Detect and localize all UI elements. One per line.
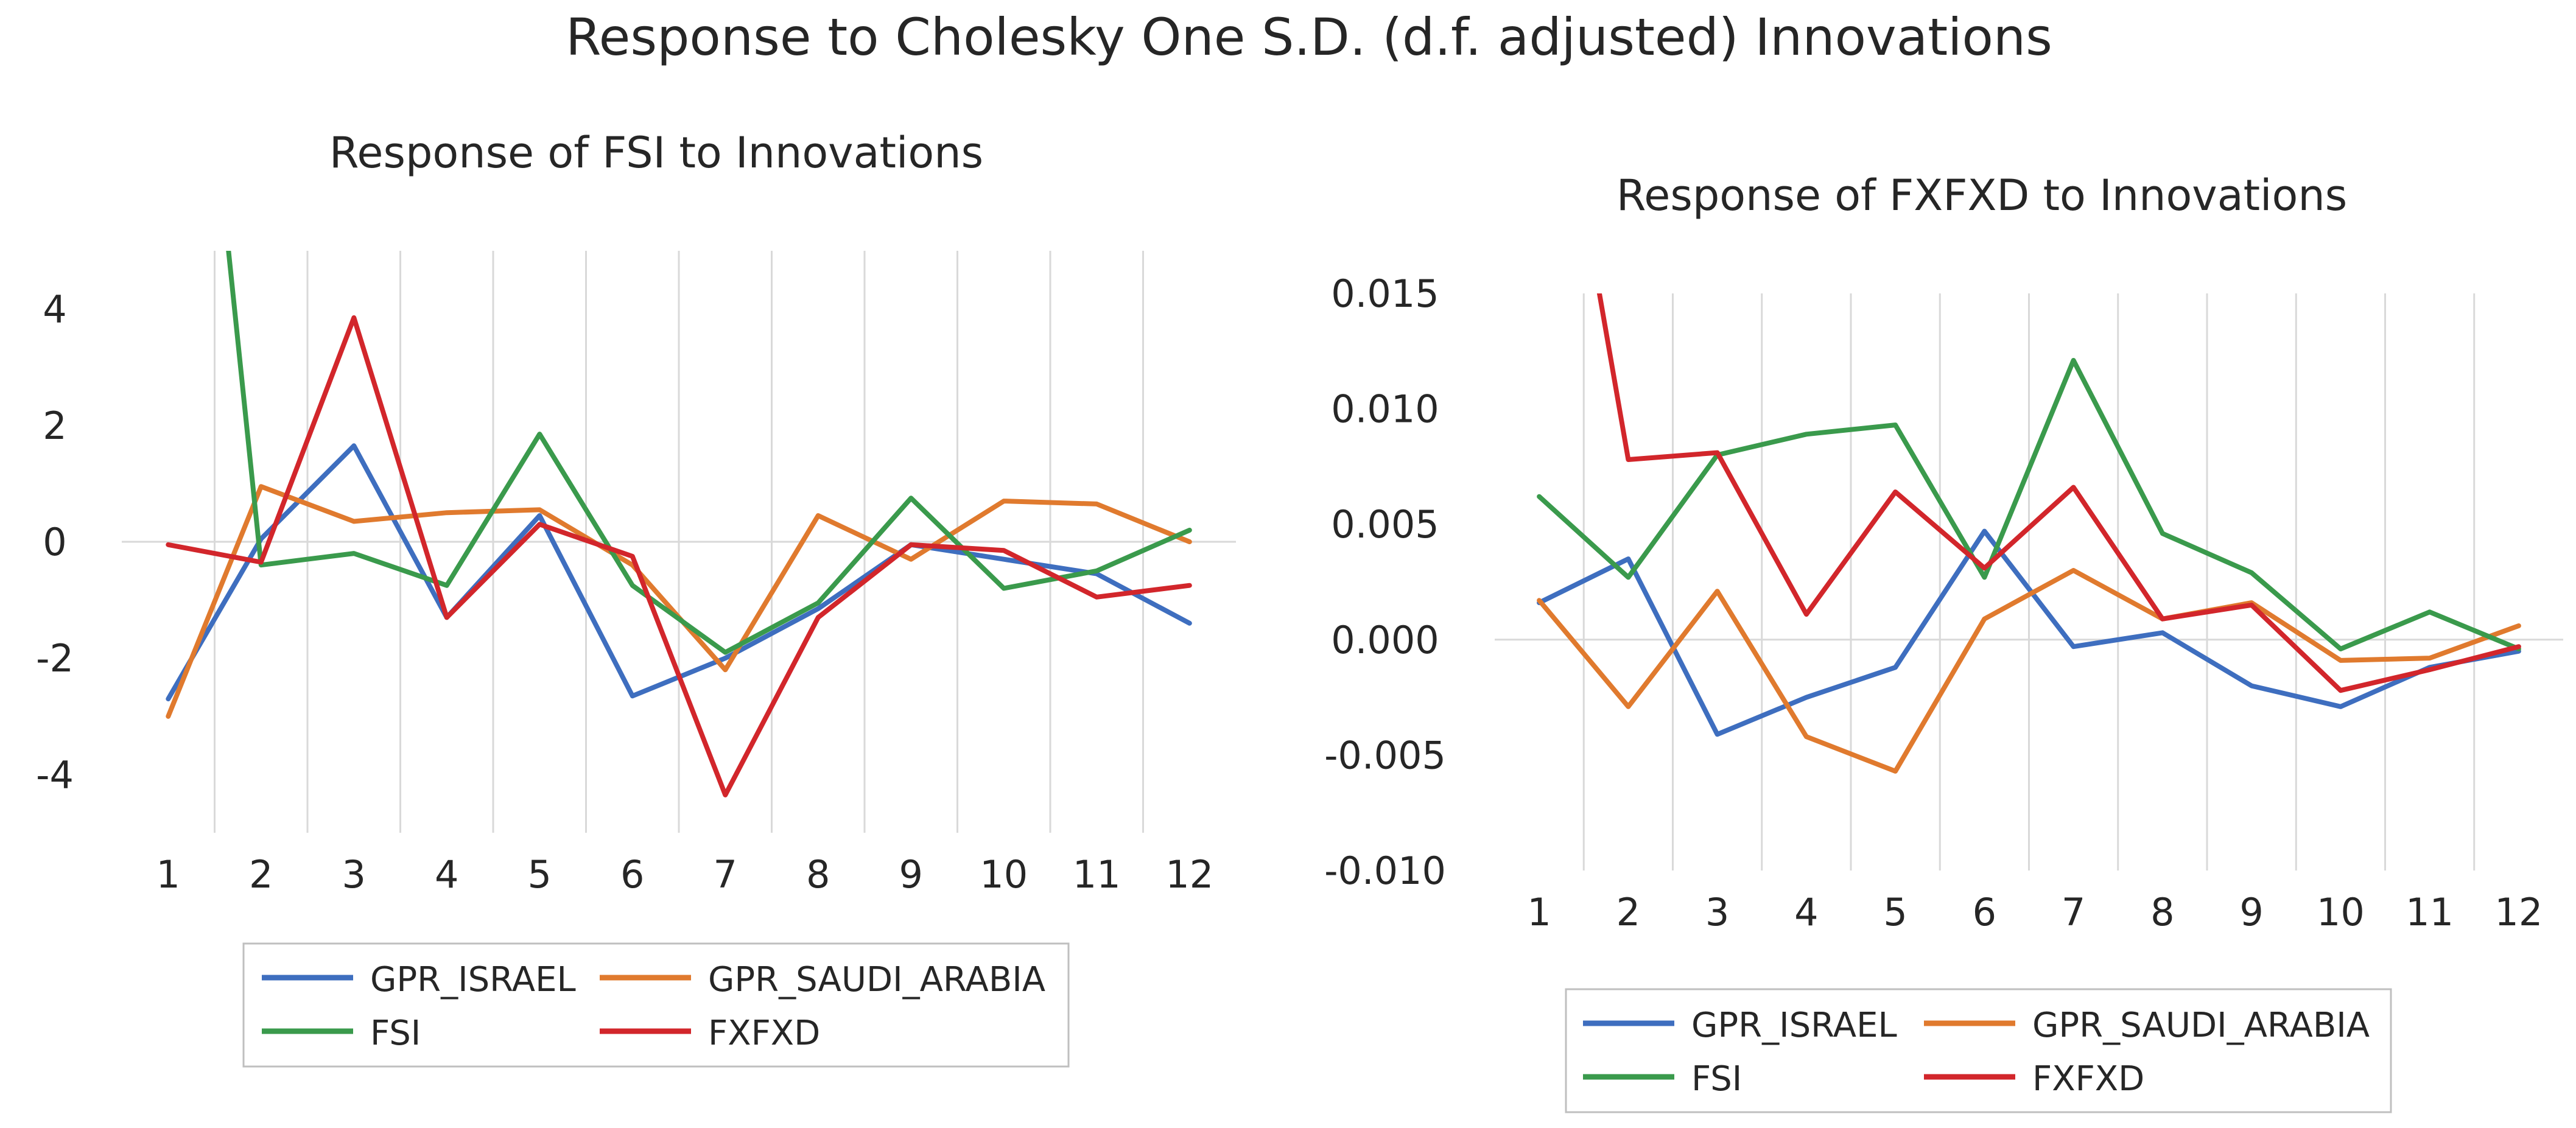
y-tick-label: 0.000 xyxy=(1331,618,1439,662)
x-tick-label: 3 xyxy=(342,852,366,897)
x-tick-label: 11 xyxy=(1073,852,1121,897)
legend-label-fsi: FSI xyxy=(1691,1059,1742,1099)
x-tick-label: 6 xyxy=(620,852,644,897)
x-tick-label: 1 xyxy=(1527,890,1551,934)
x-tick-label: 8 xyxy=(806,852,830,897)
x-tick-label: 4 xyxy=(435,852,458,897)
series-line-fxfxd xyxy=(1596,293,2521,693)
chart-fxfxd-x-ticks: 1 2 3 4 5 6 7 8 9 10 11 12 xyxy=(1527,890,2543,934)
legend-label-gpr-saudi-arabia: GPR_SAUDI_ARABIA xyxy=(2032,1006,2370,1045)
series-line-gpr-israel xyxy=(1537,528,2521,737)
legend-label-fsi: FSI xyxy=(370,1014,421,1053)
series-line-fsi xyxy=(226,251,1192,655)
x-tick-label: 3 xyxy=(1705,890,1729,934)
legend-box xyxy=(242,942,1070,1068)
legend-label-gpr-israel: GPR_ISRAEL xyxy=(370,960,576,1000)
series-group xyxy=(166,251,1192,797)
series-line-fsi xyxy=(1537,358,2521,651)
legend-label-fxfxd: FXFXD xyxy=(2032,1059,2144,1099)
y-tick-label: -0.010 xyxy=(1324,849,1446,893)
legend-label-fxfxd: FXFXD xyxy=(708,1014,820,1053)
chart-fxfxd-legend: GPR_ISRAEL GPR_SAUDI_ARABIA FSI FXFXD xyxy=(1565,988,2392,1113)
x-tick-label: 2 xyxy=(1616,890,1640,934)
x-tick-label: 7 xyxy=(714,852,737,897)
legend-box xyxy=(1565,988,2392,1113)
x-tick-label: 4 xyxy=(1794,890,1818,934)
chart-fxfxd-y-ticks: 0.015 0.010 0.005 0.000 -0.005 -0.010 xyxy=(1324,271,1446,893)
y-tick-label: 0 xyxy=(43,520,66,564)
x-tick-label: 7 xyxy=(2062,890,2085,934)
x-tick-label: 9 xyxy=(2239,890,2263,934)
y-tick-label: 0.010 xyxy=(1331,387,1439,432)
legend-label-gpr-saudi-arabia: GPR_SAUDI_ARABIA xyxy=(708,960,1045,1000)
x-tick-label: 8 xyxy=(2150,890,2174,934)
chart-fxfxd-grid xyxy=(1495,293,2563,871)
chart-fxfxd-title: Response of FXFXD to Innovations xyxy=(1616,170,2347,220)
series-line-gpr-saudi-arabia xyxy=(1537,568,2521,774)
chart-fxfxd: Response of FXFXD to Innovations 0.0150.… xyxy=(1324,170,2563,1113)
y-tick-label: 2 xyxy=(43,404,66,448)
x-tick-label: 5 xyxy=(1883,890,1907,934)
y-tick-label: 4 xyxy=(43,287,66,332)
chart-fsi: Response of FSI to Innovations 4 2 0 -2 -4 1… xyxy=(36,128,1236,1068)
y-tick-label: -2 xyxy=(36,636,74,681)
x-tick-label: 12 xyxy=(2494,890,2543,934)
x-tick-label: 2 xyxy=(249,852,273,897)
chart-fsi-y-ticks: 4 2 0 -2 -4 xyxy=(36,287,74,797)
series-line-fxfxd xyxy=(166,315,1192,797)
y-tick-label: 0.005 xyxy=(1331,502,1439,547)
chart-fxfxd-plot xyxy=(1537,293,2521,774)
x-tick-label: 10 xyxy=(980,852,1028,897)
x-tick-label: 6 xyxy=(1973,890,1996,934)
x-tick-label: 11 xyxy=(2406,890,2454,934)
chart-fsi-legend: GPR_ISRAEL GPR_SAUDI_ARABIA FSI FXFXD xyxy=(242,942,1070,1068)
y-tick-label: 0.015 xyxy=(1331,271,1439,316)
x-tick-label: 9 xyxy=(899,852,923,897)
chart-fsi-title: Response of FSI to Innovations xyxy=(329,128,983,178)
y-tick-label: -4 xyxy=(36,752,74,797)
series-group xyxy=(1537,293,2521,774)
y-tick-label: -0.005 xyxy=(1324,733,1446,777)
x-tick-label: 1 xyxy=(156,852,180,897)
x-tick-label: 10 xyxy=(2317,890,2365,934)
figure-title: Response to Cholesky One S.D. (d.f. adju… xyxy=(566,7,2052,67)
chart-fsi-grid xyxy=(122,251,1236,833)
legend-label-gpr-israel: GPR_ISRAEL xyxy=(1691,1006,1897,1045)
x-tick-label: 5 xyxy=(528,852,552,897)
chart-fsi-plot xyxy=(166,251,1192,797)
x-tick-label: 12 xyxy=(1165,852,1213,897)
chart-fsi-x-ticks: 1 2 3 4 5 6 7 8 9 10 11 12 xyxy=(156,852,1214,897)
